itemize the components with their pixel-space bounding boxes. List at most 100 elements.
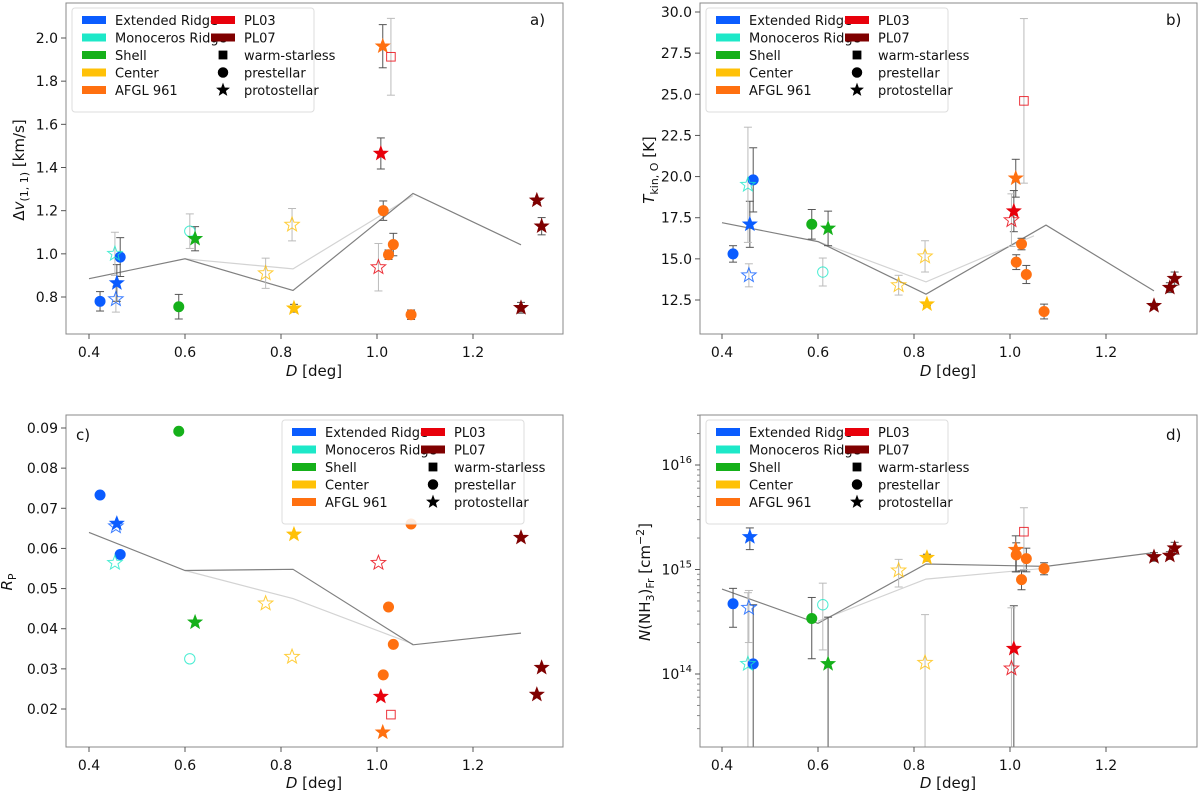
error-bar	[749, 604, 758, 747]
legend-swatch	[292, 445, 316, 454]
y-tick-label: 0.09	[27, 421, 58, 437]
plot-area	[721, 18, 1183, 320]
legend-label: Extended Ridge	[749, 14, 852, 29]
data-point-afgl-961-circle	[383, 601, 395, 613]
legend-marker-circle-icon	[427, 479, 439, 490]
legend-label: Monoceros Ridge	[749, 32, 861, 47]
data-point-afgl-961-star	[1007, 169, 1024, 186]
y-tick-label: 1015	[661, 560, 692, 579]
x-tick-label: 1.2	[1095, 758, 1117, 774]
legend-label: PL07	[454, 444, 486, 459]
legend-swatch	[211, 16, 235, 24]
legend-swatch	[716, 68, 740, 77]
error-bar	[921, 240, 930, 273]
legend-label: Center	[325, 479, 369, 494]
legend-marker-circle-icon	[851, 479, 863, 490]
panel-a-marks	[88, 17, 550, 321]
legend-swatch	[845, 428, 869, 436]
data-point-pl07-star	[1145, 297, 1163, 313]
y-tick-label: 1.6	[36, 117, 58, 133]
x-tick-label: 0.8	[270, 758, 292, 774]
data-point-shell-star	[187, 230, 204, 246]
legend-swatch	[421, 445, 445, 454]
data-point-pl07-star	[512, 529, 530, 545]
x-tick-label: 1.0	[999, 345, 1021, 361]
data-point-pl03-star	[1002, 211, 1021, 228]
data-point-afgl-961-circle	[1038, 306, 1050, 318]
legend-swatch	[82, 68, 106, 77]
panel-b-marks	[721, 18, 1183, 320]
data-point-monoceros-ridge-star	[106, 553, 124, 571]
x-tick-label: 0.4	[711, 758, 733, 774]
y-tick-label: 20.0	[661, 170, 692, 186]
legend-swatch	[845, 16, 869, 24]
panel-a-tag: a)	[530, 11, 545, 29]
legend-label: protostellar	[244, 84, 319, 99]
legend-box	[71, 7, 315, 113]
panel-c-ylabel: RP	[0, 573, 19, 590]
legend-label: AFGL 961	[115, 84, 178, 99]
data-point-extended-ridge-star	[740, 266, 758, 283]
y-tick-label: 0.06	[27, 541, 58, 557]
data-point-center-star	[916, 653, 934, 671]
legend-label: protostellar	[878, 84, 953, 99]
line-median_filled	[184, 195, 414, 270]
legend-label: PL03	[244, 14, 276, 29]
line-median_filled	[184, 569, 414, 645]
legend-swatch	[845, 33, 869, 42]
data-point-center-star	[890, 276, 908, 293]
x-tick-label: 0.6	[807, 758, 829, 774]
data-point-extended-ridge-star	[107, 517, 125, 534]
error-bar	[261, 257, 270, 289]
y-tick-label: 1014	[661, 664, 692, 683]
data-point-center-star	[285, 525, 303, 542]
x-tick-label: 0.8	[270, 345, 292, 361]
data-point-pl03-square	[1019, 526, 1029, 537]
data-point-center-star	[283, 647, 301, 665]
legend-swatch	[292, 498, 316, 506]
data-point-center-star	[257, 594, 275, 611]
panel-c-legend: Extended Ridge Monoceros Ridge Shell Center…	[281, 419, 546, 525]
panel-c-xlabel: D [deg]	[286, 774, 342, 792]
error-bar	[807, 596, 816, 660]
error-bar	[386, 17, 395, 96]
x-tick-label: 0.4	[78, 758, 100, 774]
y-tick-label: 17.5	[661, 211, 692, 227]
legend-label: Shell	[115, 49, 147, 64]
legend-marker-circle-icon	[217, 67, 229, 78]
data-point-pl03-star	[1002, 659, 1021, 676]
legend-swatch	[82, 33, 106, 42]
y-tick-label: 30.0	[661, 5, 692, 21]
data-point-pl03-star	[1005, 640, 1022, 656]
error-bar	[374, 242, 383, 292]
panel-d: 0.4 0.6 0.8 1.0 1.2 1014 1015 1016 d) D [deg] N…	[634, 414, 1198, 792]
x-tick-label: 1.0	[999, 758, 1021, 774]
data-point-extended-ridge-circle	[727, 598, 739, 610]
legend-label: Extended Ridge	[115, 14, 218, 29]
legend-label: PL07	[878, 32, 910, 47]
data-point-afgl-961-circle	[383, 249, 395, 261]
legend-label: PL07	[878, 444, 910, 459]
data-point-afgl-961-circle	[1038, 563, 1050, 575]
legend-label: protostellar	[878, 496, 953, 511]
legend-label: Shell	[749, 49, 781, 64]
panel-d-legend: Extended Ridge Monoceros Ridge Shell Center…	[705, 419, 970, 525]
panel-b-axes-frame	[699, 2, 1198, 335]
error-bar	[921, 614, 930, 747]
y-tick-label: 27.5	[661, 46, 692, 62]
panel-d-axes-frame	[699, 414, 1198, 748]
panel-a-axes-frame	[65, 2, 564, 335]
line-median_filled	[817, 235, 1035, 283]
legend-label: prestellar	[878, 479, 940, 494]
y-tick-label: 1.2	[36, 204, 58, 220]
legend-label: Extended Ridge	[749, 426, 852, 441]
legend-label: warm-starless	[454, 461, 546, 476]
x-tick-label: 1.2	[462, 758, 484, 774]
data-point-pl03-star	[369, 553, 388, 571]
data-point-pl07-star	[1145, 548, 1163, 564]
panel-c-marks	[88, 425, 550, 740]
x-tick-label: 1.2	[462, 345, 484, 361]
legend-marker-star-icon	[850, 82, 864, 96]
legend-label: AFGL 961	[749, 496, 812, 511]
data-point-pl03-star	[1005, 202, 1022, 218]
